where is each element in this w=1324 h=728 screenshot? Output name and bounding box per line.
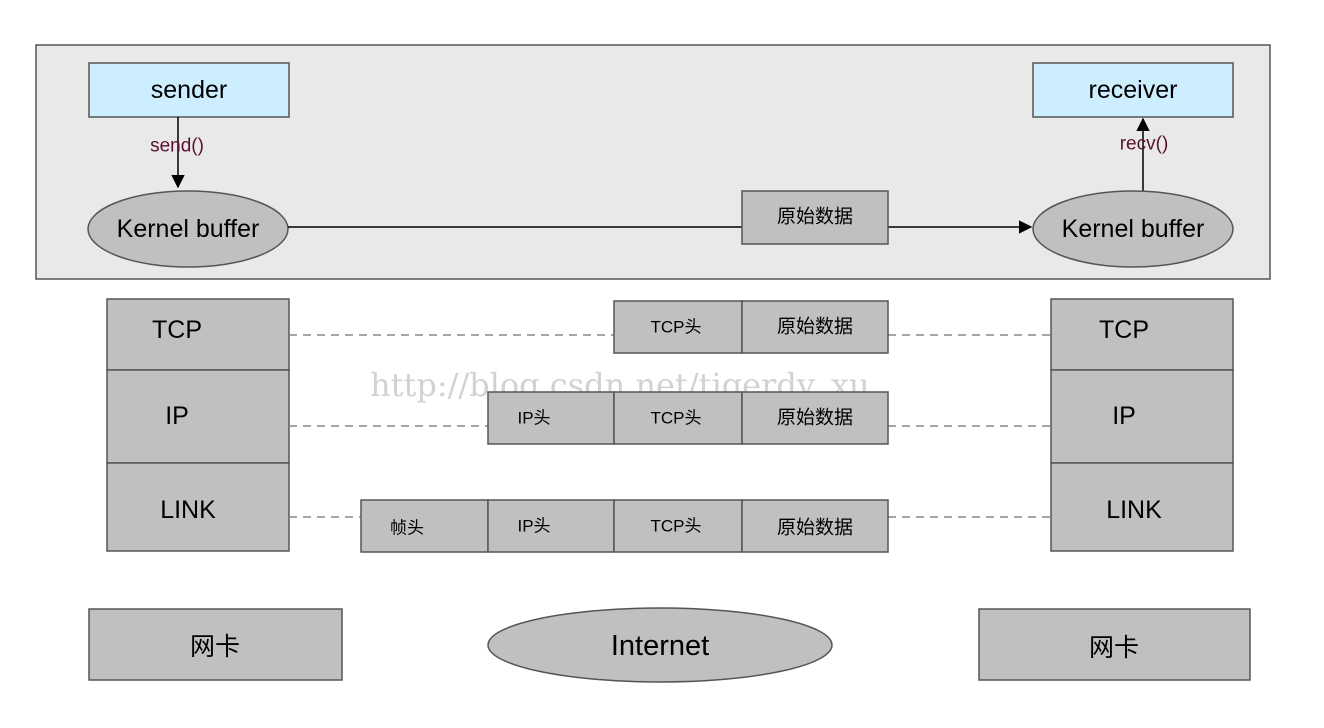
link-packet-raw-data-label: 原始数据: [777, 517, 853, 539]
kernel-buffer-right: [1032, 190, 1234, 268]
layer-right-ip: [1050, 369, 1234, 464]
ip-packet-raw-data-label: 原始数据: [777, 407, 853, 429]
kernel-buffer-left-label: Kernel buffer: [117, 215, 260, 243]
link-packet-frame-header-label: 帧头: [390, 519, 424, 538]
layer-right-tcp-label: TCP: [1099, 316, 1149, 344]
kernel-buffer-right-label: Kernel buffer: [1062, 215, 1205, 243]
layer-right-tcp: [1050, 298, 1234, 371]
layer-left-link-label: LINK: [160, 496, 216, 524]
nic-left: [88, 608, 343, 681]
nic-left-label: 网卡: [190, 633, 240, 661]
tcp-packet-tcp-header-label: TCP头: [651, 318, 702, 337]
link-packet-ip-header: [487, 499, 615, 553]
layer-right-link-label: LINK: [1106, 496, 1162, 524]
internet-label: Internet: [611, 630, 709, 662]
ip-packet-tcp-header-label: TCP头: [651, 409, 702, 428]
sender-box: [88, 62, 290, 118]
nic-right: [978, 608, 1251, 681]
tcp-packet-raw-data-label: 原始数据: [777, 316, 853, 338]
ip-packet-raw-data: [741, 391, 889, 445]
ip-packet-tcp-header: [613, 391, 743, 445]
layer-left-link: [106, 462, 290, 552]
layer-left-tcp-label: TCP: [152, 316, 202, 344]
nic-right-label: 网卡: [1089, 634, 1139, 662]
sender-label: sender: [151, 76, 227, 104]
link-packet-ip-header-label: IP头: [517, 517, 550, 536]
layer-left-ip: [106, 369, 290, 464]
send-call-label: send(): [150, 136, 204, 157]
receiver-box: [1032, 62, 1234, 118]
ip-packet-ip-header-label: IP头: [517, 409, 550, 428]
layer-left-tcp: [106, 298, 290, 371]
link-packet-tcp-header-label: TCP头: [651, 517, 702, 536]
layer-right-link: [1050, 462, 1234, 552]
layer-left-ip-label: IP: [165, 402, 189, 430]
tcp-packet-tcp-header: [613, 300, 743, 354]
layer-right-ip-label: IP: [1112, 402, 1136, 430]
raw-data-label: 原始数据: [777, 206, 853, 228]
link-packet-frame-header: [360, 499, 489, 553]
link-packet-raw-data: [741, 499, 889, 553]
recv-call-label: recv(): [1120, 134, 1169, 155]
internet-ellipse: [487, 607, 833, 683]
kernel-buffer-left: [87, 190, 289, 268]
receiver-label: receiver: [1089, 76, 1178, 104]
tcp-packet-raw-data: [741, 300, 889, 354]
ip-packet-ip-header: [487, 391, 615, 445]
raw-data-box: [741, 190, 889, 245]
